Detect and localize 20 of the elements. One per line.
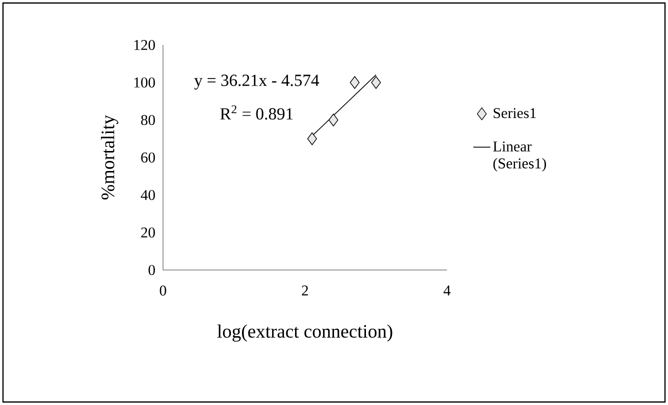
y-tick-label: 120 [134,40,155,50]
y-tick-label: 60 [141,152,155,163]
legend-label: Linear (Series1) [493,141,546,172]
point [307,132,317,146]
y-tick-label: 100 [134,77,155,88]
y-tick-label: 40 [140,190,155,200]
y-axis-title: %mortality [101,114,118,200]
point [371,76,381,89]
x-axis-title: log(extract connection) [217,324,392,342]
annotation: R$^{2}$ = 0.891 [220,105,293,120]
y-tick-label: 0 [148,264,155,276]
x-tick-label: 2 [302,286,308,296]
point [350,76,360,89]
annotation: y = 36.21x - 4.574 [194,74,320,90]
x-tick-label: 0 [160,286,166,296]
point [328,114,338,126]
y-tick-label: 20 [141,227,155,238]
x-tick-label: 4 [444,286,451,296]
legend-label: Series1 [494,108,536,118]
y-tick-label: 80 [141,114,155,126]
